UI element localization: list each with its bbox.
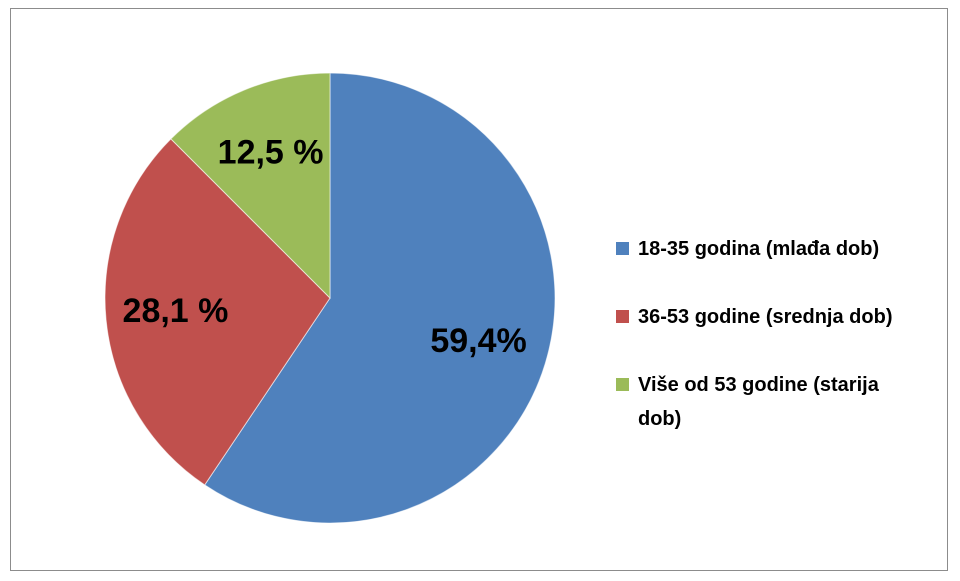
- legend-label: Više od 53 godine (starija dob): [638, 374, 879, 430]
- chart-frame: [10, 8, 948, 571]
- legend: 18-35 godina (mlađa dob) 36-53 godine (sr…: [614, 232, 914, 470]
- legend-label: 36-53 godine (srednja dob): [638, 306, 893, 328]
- legend-label: 18-35 godina (mlađa dob): [638, 238, 880, 260]
- data-label: 28,1 %: [123, 292, 229, 330]
- legend-swatch: [616, 378, 629, 391]
- legend-entry: 36-53 godine (srednja dob): [614, 300, 914, 334]
- legend-entry: 18-35 godina (mlađa dob): [614, 232, 914, 266]
- data-label: 59,4%: [430, 322, 526, 360]
- pie-slice: [170, 72, 331, 300]
- legend-swatch: [616, 310, 629, 323]
- legend-entry: Više od 53 godine (starija dob): [614, 368, 914, 436]
- data-label: 12,5 %: [218, 134, 324, 172]
- pie-slice: [104, 138, 331, 486]
- legend-swatch: [616, 242, 629, 255]
- pie-slice: [204, 72, 556, 524]
